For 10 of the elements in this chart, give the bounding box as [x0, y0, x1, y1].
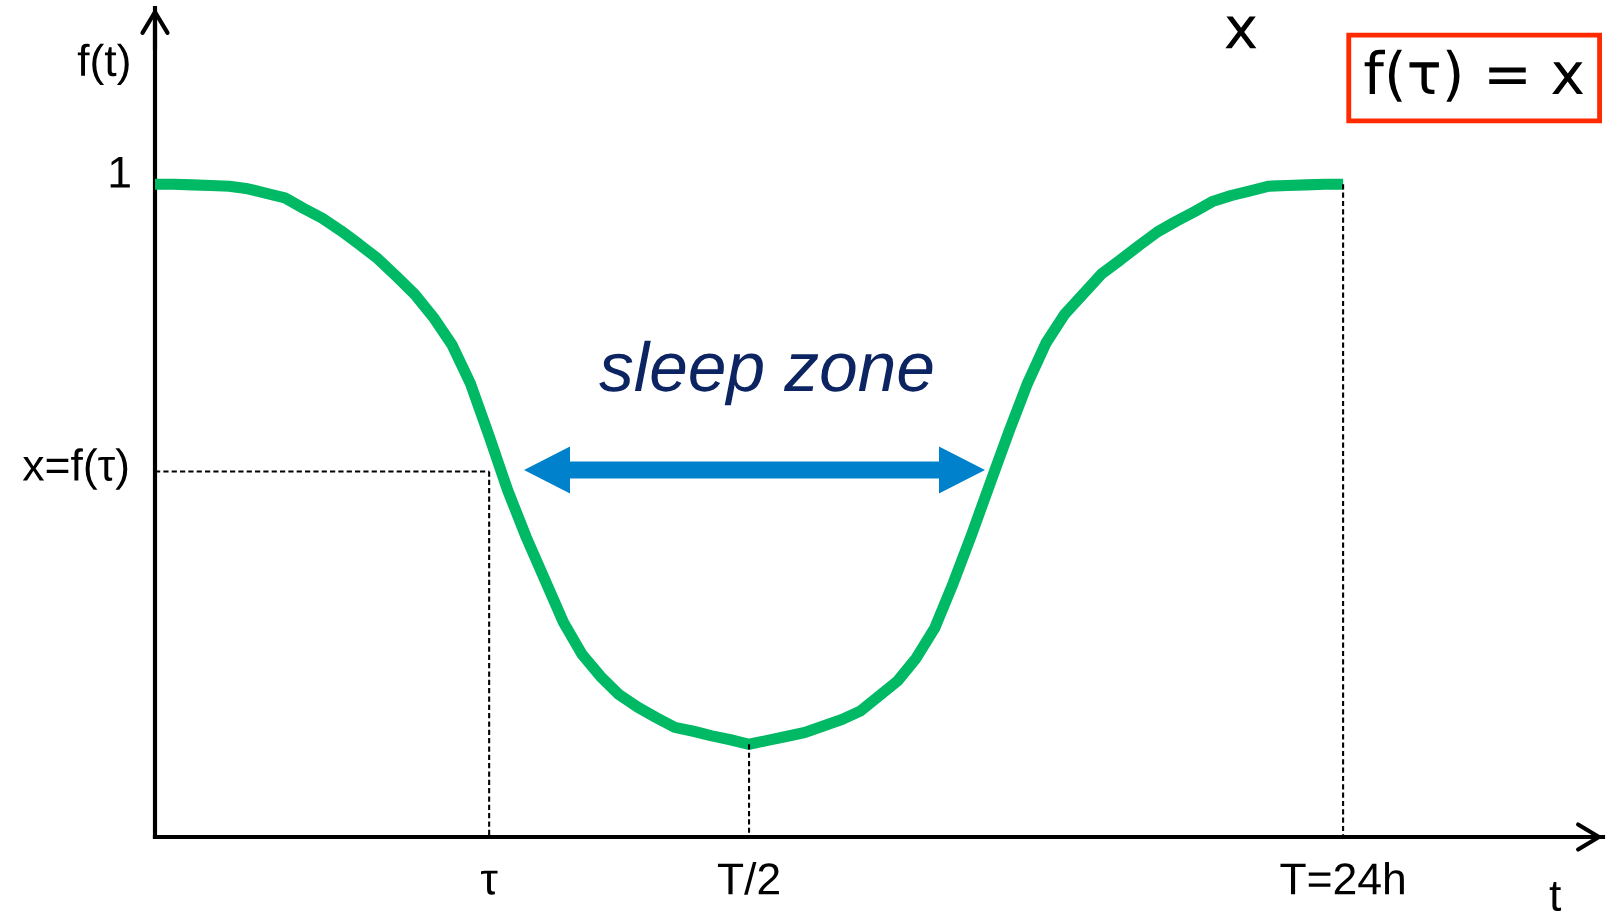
- x-tick-label: T=24h: [1280, 862, 1404, 895]
- x-tick-label: T/2: [717, 862, 779, 895]
- y-axis-title: f(t): [77, 43, 129, 86]
- x-tick-label: τ: [481, 870, 498, 895]
- text: 1: [110, 156, 130, 188]
- text: x: [1225, 16, 1257, 49]
- x-axis-title: t: [1549, 881, 1562, 912]
- annotation: sleep zone: [599, 340, 933, 406]
- text: x=f(τ): [22, 448, 128, 490]
- text: f(τ) = x: [1364, 49, 1584, 102]
